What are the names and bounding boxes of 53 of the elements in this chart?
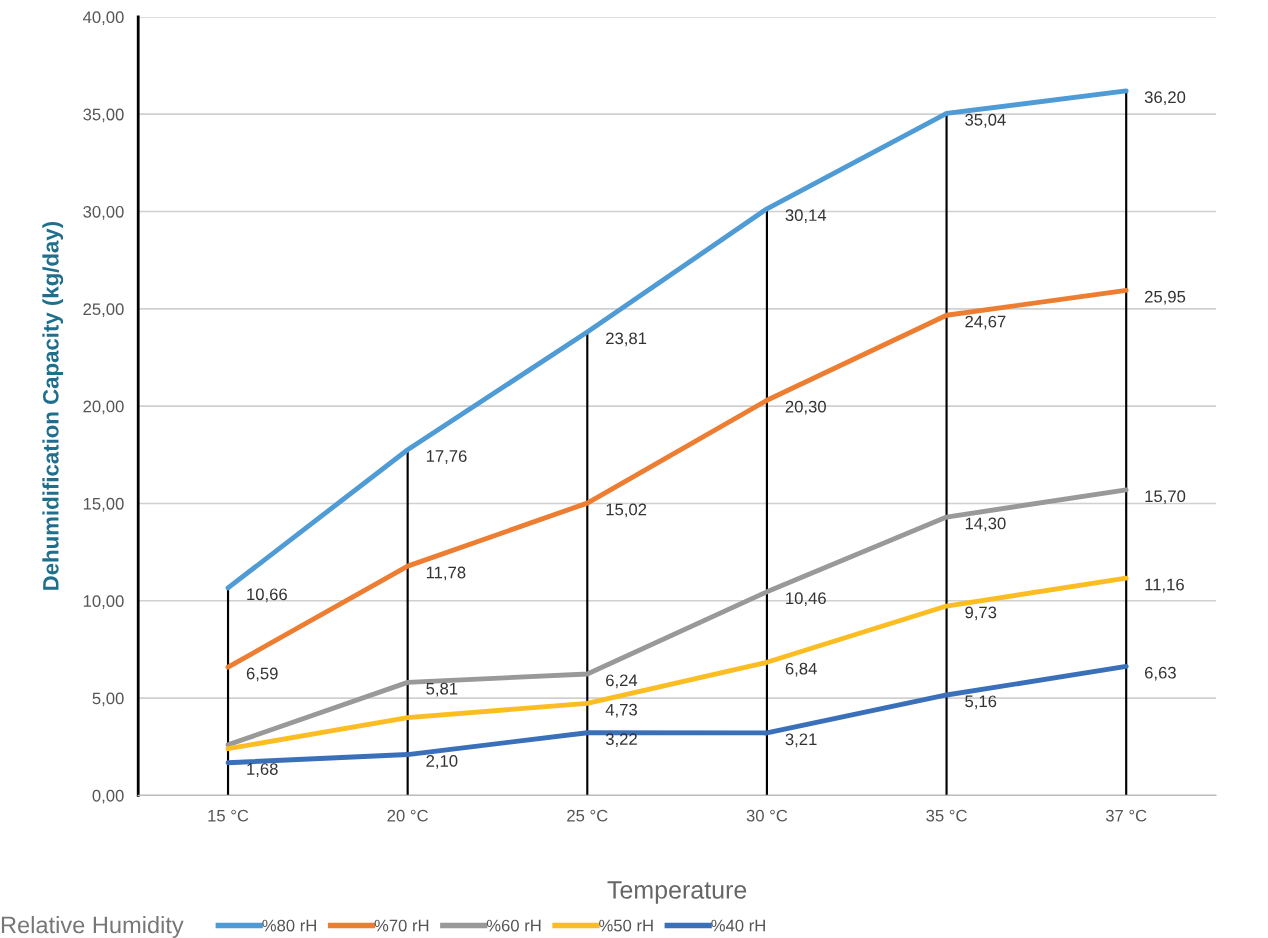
data-label: 1,68 <box>247 763 278 777</box>
data-label: 17,76 <box>426 450 467 464</box>
data-label: 25,95 <box>1145 290 1186 305</box>
y-axis-title: Dehumidification Capacity (kg/day) <box>42 222 64 590</box>
y-tick-label: 20,00 <box>83 400 124 415</box>
data-label: 14,30 <box>965 517 1006 532</box>
x-tick-label: 15 °C <box>208 809 249 822</box>
bar <box>945 113 948 796</box>
data-label: 5,16 <box>965 695 997 710</box>
data-label: 3,21 <box>785 733 817 748</box>
x-tick-label: 20 °C <box>387 809 428 822</box>
data-label: 6,84 <box>785 662 817 677</box>
y-tick-label: 5,00 <box>92 692 124 707</box>
data-label: 6,59 <box>246 667 278 682</box>
data-label: 2,10 <box>426 754 458 769</box>
data-label: 24,67 <box>965 315 1006 330</box>
legend-label: %80 rH <box>262 919 316 932</box>
x-tick-label: 25 °C <box>567 809 608 822</box>
data-label: 36,20 <box>1144 91 1186 106</box>
data-label: 20,30 <box>785 400 826 415</box>
data-label: 6,24 <box>606 674 638 689</box>
legend-label: %70 rH <box>374 919 429 932</box>
data-label: 11,78 <box>426 566 466 581</box>
data-label: 11,16 <box>1145 578 1184 593</box>
data-label: 10,46 <box>786 592 826 607</box>
y-tick-label: 0,00 <box>92 789 124 804</box>
data-label: 15,02 <box>606 503 647 518</box>
legend-title: Relative Humidity <box>1 915 184 938</box>
data-label: 35,04 <box>965 113 1006 128</box>
bar <box>1125 90 1128 796</box>
y-tick-label: 15,00 <box>83 497 124 512</box>
legend-label: %50 rH <box>599 919 653 932</box>
data-label: 5,81 <box>426 682 458 697</box>
x-tick-label: 35 °C <box>926 809 967 822</box>
legend-label: %40 rH <box>711 919 765 932</box>
data-label: 9,73 <box>965 606 997 621</box>
data-label: 23,81 <box>606 332 647 347</box>
legend-label: %60 rH <box>486 919 541 932</box>
y-tick-label: 30,00 <box>83 205 124 220</box>
x-tick-label: 30 °C <box>746 809 788 822</box>
data-label: 10,66 <box>247 588 287 603</box>
y-tick-label: 25,00 <box>83 303 124 318</box>
data-label: 4,73 <box>605 703 637 718</box>
data-label: 3,22 <box>605 733 637 747</box>
data-label: 15,70 <box>1145 490 1186 505</box>
y-tick-label: 35,00 <box>83 108 124 123</box>
x-tick-label: 37 °C <box>1105 809 1147 822</box>
y-tick-label: 10,00 <box>83 595 124 609</box>
y-tick-label: 40,00 <box>83 11 124 26</box>
line-series <box>225 487 1129 748</box>
data-label: 6,63 <box>1145 666 1176 681</box>
data-label: 30,14 <box>785 209 827 224</box>
x-axis-title: Temperature <box>607 881 747 904</box>
